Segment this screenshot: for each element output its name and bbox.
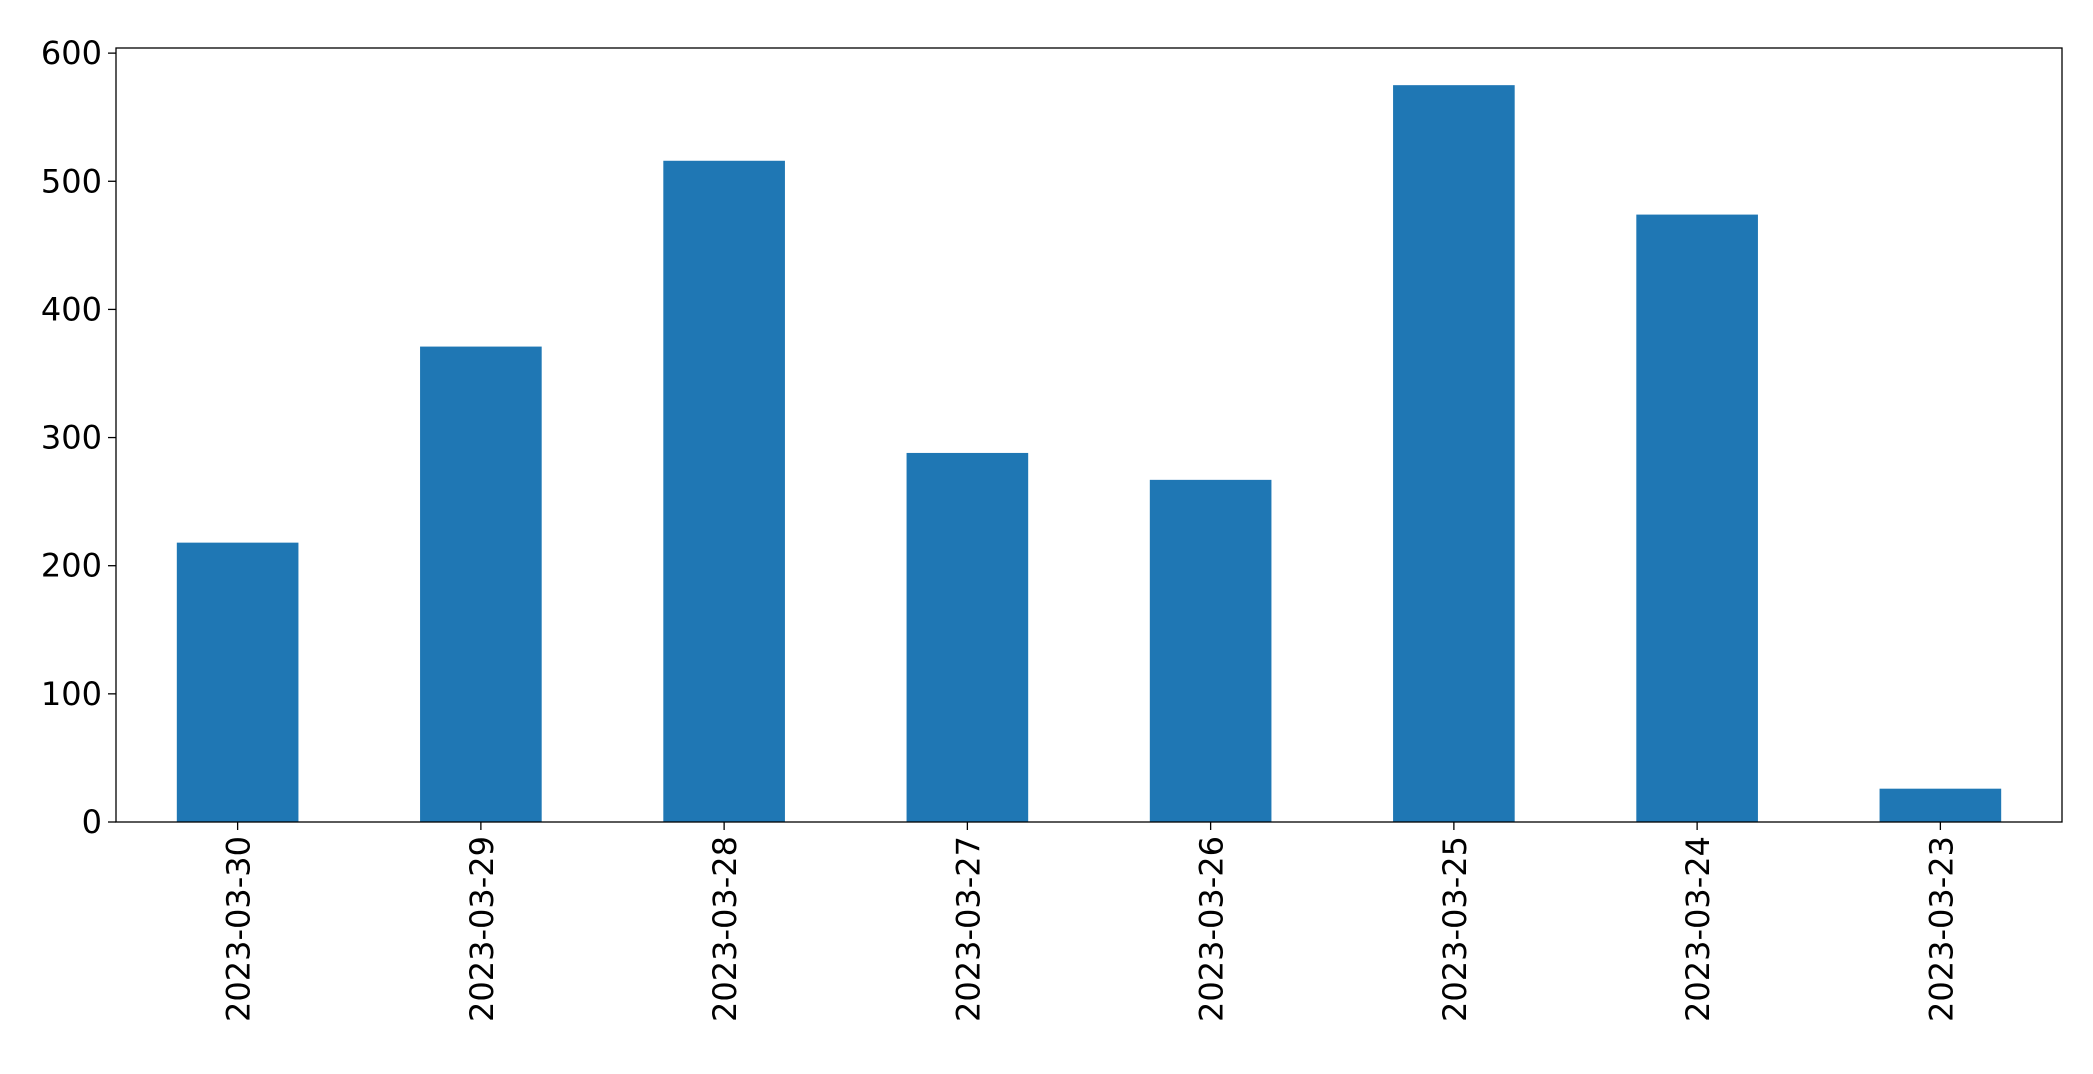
- x-tick-label: 2023-03-27: [949, 836, 987, 1022]
- bar-2023-03-23: [1879, 788, 2002, 822]
- y-tick-label: 400: [41, 290, 102, 328]
- x-tick-label: 2023-03-26: [1193, 836, 1231, 1022]
- y-axis: 0 100 200 300 400 500 600: [41, 34, 116, 841]
- y-tick-label: 300: [41, 419, 102, 457]
- x-axis: 2023-03-30 2023-03-29 2023-03-28 2023-03-27…: [220, 822, 1960, 1022]
- x-tick-label: 2023-03-23: [1922, 836, 1960, 1022]
- bar-2023-03-26: [1149, 479, 1272, 822]
- y-tick-label: 200: [41, 547, 102, 585]
- bar-2023-03-25: [1393, 85, 1515, 823]
- bar-2023-03-27: [906, 452, 1029, 822]
- y-tick-label: 600: [41, 34, 102, 72]
- y-tick-label: 500: [41, 162, 102, 200]
- y-tick-label: 0: [82, 803, 102, 841]
- x-tick-label: 2023-03-30: [220, 836, 258, 1022]
- plot-frame: [115, 47, 2063, 823]
- x-tick-label: 2023-03-28: [706, 836, 744, 1022]
- bar-2023-03-30: [176, 542, 299, 822]
- x-tick-label: 2023-03-29: [463, 836, 501, 1022]
- bar-2023-03-29: [420, 346, 542, 822]
- y-tick-label: 100: [41, 675, 102, 713]
- bar-2023-03-28: [663, 160, 785, 823]
- bar-2023-03-24: [1636, 214, 1758, 822]
- x-tick-label: 2023-03-24: [1679, 836, 1717, 1022]
- x-tick-label: 2023-03-25: [1436, 836, 1474, 1022]
- bars-group: [176, 85, 2002, 823]
